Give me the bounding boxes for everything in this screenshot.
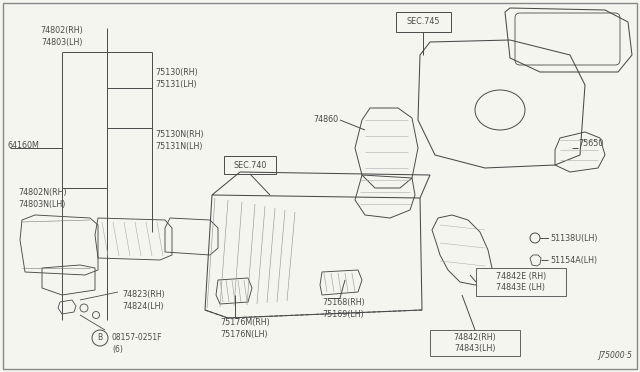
- FancyBboxPatch shape: [476, 268, 566, 296]
- Text: 51138U(LH): 51138U(LH): [550, 234, 598, 243]
- FancyBboxPatch shape: [430, 330, 520, 356]
- FancyBboxPatch shape: [224, 156, 276, 174]
- Text: SEC.745: SEC.745: [406, 17, 440, 26]
- Text: SEC.740: SEC.740: [234, 160, 267, 170]
- Text: 75176M(RH)
75176N(LH): 75176M(RH) 75176N(LH): [220, 318, 269, 339]
- Text: 74802N(RH)
74803N(LH): 74802N(RH) 74803N(LH): [18, 188, 67, 209]
- Text: 74802(RH)
74803(LH): 74802(RH) 74803(LH): [40, 26, 83, 47]
- Text: 75130(RH)
75131(LH): 75130(RH) 75131(LH): [155, 68, 198, 89]
- Text: B: B: [97, 334, 102, 343]
- Text: 64160M: 64160M: [8, 141, 40, 150]
- Text: J75000·5: J75000·5: [598, 351, 632, 360]
- Text: 08157-0251F
(6): 08157-0251F (6): [112, 333, 163, 354]
- Text: 75130N(RH)
75131N(LH): 75130N(RH) 75131N(LH): [155, 130, 204, 151]
- Text: 51154A(LH): 51154A(LH): [550, 256, 597, 264]
- FancyBboxPatch shape: [3, 3, 637, 369]
- Text: 75650: 75650: [578, 138, 604, 148]
- Text: 74842(RH)
74843(LH): 74842(RH) 74843(LH): [454, 333, 497, 353]
- Text: 75168(RH)
75169(LH): 75168(RH) 75169(LH): [322, 298, 365, 319]
- Text: 74860: 74860: [313, 115, 338, 125]
- Text: 74823(RH)
74824(LH): 74823(RH) 74824(LH): [122, 290, 164, 311]
- Text: 74842E (RH)
74843E (LH): 74842E (RH) 74843E (LH): [496, 272, 546, 292]
- FancyBboxPatch shape: [396, 12, 451, 32]
